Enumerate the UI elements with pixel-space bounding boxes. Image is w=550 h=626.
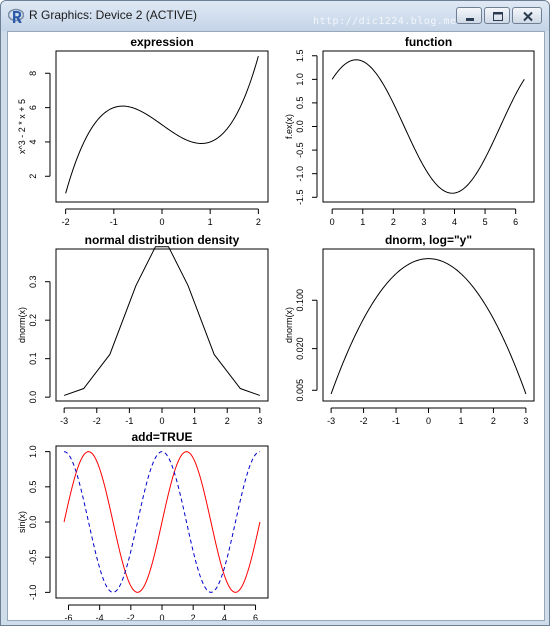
y-tick-label: 4 bbox=[28, 139, 38, 144]
series-line-1 bbox=[331, 59, 525, 194]
y-tick-label: -1.0 bbox=[295, 166, 305, 182]
x-tick-label: -6 bbox=[64, 613, 72, 620]
minimize-button[interactable] bbox=[456, 7, 482, 24]
x-tick-label: -1 bbox=[125, 416, 133, 426]
y-tick-label: 8 bbox=[28, 71, 38, 76]
chart-title: normal distribution density bbox=[85, 233, 240, 247]
x-tick-label: -2 bbox=[360, 416, 368, 426]
plot-frame bbox=[55, 445, 269, 599]
y-tick-label: 1.0 bbox=[28, 445, 38, 458]
y-tick-label: 1.5 bbox=[295, 49, 305, 62]
chart-title: add=TRUE bbox=[131, 430, 192, 444]
x-tick-label: 2 bbox=[191, 613, 196, 620]
x-tick-label: 6 bbox=[513, 217, 518, 227]
series-line-2 bbox=[63, 451, 261, 593]
x-tick-label: 6 bbox=[253, 613, 258, 620]
x-tick-label: 5 bbox=[483, 217, 488, 227]
x-tick-label: -3 bbox=[60, 416, 68, 426]
series-line-1 bbox=[65, 56, 259, 194]
x-tick-label: 1 bbox=[458, 416, 463, 426]
plot-frame bbox=[55, 50, 269, 203]
chart-panel-3: normal distribution density dnorm(x) -3 -2 -… bbox=[17, 233, 269, 426]
x-tick-label: 0 bbox=[330, 217, 335, 227]
y-tick-label: 6 bbox=[28, 105, 38, 110]
y-tick-label: 0.3 bbox=[28, 275, 38, 288]
y-tick-label: 0.5 bbox=[295, 97, 305, 110]
y-axis-label: f.ex(x) bbox=[284, 114, 294, 139]
y-tick-label: -0.5 bbox=[295, 142, 305, 158]
chart-panel-4: dnorm, log="y" dnorm(x) -3 -2 -1 0 1 2 3 0.005 0.0… bbox=[284, 233, 535, 426]
y-tick-label: 0.100 bbox=[295, 289, 305, 312]
y-tick-label: 2 bbox=[28, 174, 38, 179]
y-tick-label: 0.2 bbox=[28, 314, 38, 327]
x-tick-label: -1 bbox=[392, 416, 400, 426]
x-tick-label: 4 bbox=[222, 613, 227, 620]
chart-title: function bbox=[405, 35, 452, 49]
x-tick-label: 2 bbox=[225, 416, 230, 426]
plots-svg: expression x^3 - 2 * x + 5 -2 -1 0 1 2 2 4 6 8 func… bbox=[17, 35, 535, 620]
series-line-1 bbox=[63, 451, 261, 593]
x-tick-label: -1 bbox=[110, 217, 118, 227]
x-tick-label: 0 bbox=[159, 613, 164, 620]
y-tick-label: 0.1 bbox=[28, 352, 38, 365]
y-tick-label: -0.5 bbox=[28, 549, 38, 565]
r-logo-icon bbox=[8, 8, 24, 23]
series-line-1 bbox=[63, 246, 261, 396]
x-tick-label: 3 bbox=[421, 217, 426, 227]
x-tick-label: 1 bbox=[360, 217, 365, 227]
x-tick-label: 1 bbox=[208, 217, 213, 227]
x-tick-label: 0 bbox=[426, 416, 431, 426]
y-tick-label: -1.5 bbox=[295, 190, 305, 206]
chart-title: dnorm, log="y" bbox=[385, 233, 472, 247]
series-line-1 bbox=[330, 258, 527, 395]
chart-panel-1: expression x^3 - 2 * x + 5 -2 -1 0 1 2 2 4 6 8 bbox=[17, 35, 269, 227]
x-tick-label: 1 bbox=[192, 416, 197, 426]
y-tick-label: 0.005 bbox=[295, 379, 305, 402]
y-axis-label: dnorm(x) bbox=[17, 307, 27, 343]
window-title: R Graphics: Device 2 (ACTIVE) bbox=[29, 8, 198, 22]
plot-canvas: expression x^3 - 2 * x + 5 -2 -1 0 1 2 2 4 6 8 func… bbox=[7, 31, 545, 621]
maximize-icon bbox=[493, 12, 503, 21]
y-tick-label: 0.5 bbox=[28, 481, 38, 494]
watermark-text: http://dic1224.blog.me bbox=[313, 16, 457, 27]
x-tick-label: 3 bbox=[523, 416, 528, 426]
close-button[interactable] bbox=[512, 7, 542, 24]
x-tick-label: -2 bbox=[127, 613, 135, 620]
plot-frame bbox=[322, 50, 535, 203]
maximize-button[interactable] bbox=[484, 7, 510, 24]
y-axis-label: sin(x) bbox=[17, 511, 27, 533]
x-tick-label: 2 bbox=[391, 217, 396, 227]
chart-title: expression bbox=[130, 35, 193, 49]
y-tick-label: 0.0 bbox=[295, 120, 305, 133]
x-tick-label: 4 bbox=[452, 217, 457, 227]
y-axis-label: dnorm(x) bbox=[284, 307, 294, 343]
x-tick-label: 2 bbox=[256, 217, 261, 227]
y-tick-label: 0.0 bbox=[28, 516, 38, 529]
x-tick-label: -2 bbox=[62, 217, 70, 227]
y-tick-label: 1.0 bbox=[295, 73, 305, 86]
plot-frame bbox=[55, 248, 269, 402]
x-tick-label: -3 bbox=[327, 416, 335, 426]
x-tick-label: 2 bbox=[491, 416, 496, 426]
y-tick-label: 0.0 bbox=[28, 391, 38, 404]
minimize-icon bbox=[466, 18, 474, 21]
x-tick-label: 0 bbox=[159, 416, 164, 426]
x-tick-label: 0 bbox=[159, 217, 164, 227]
chart-panel-5: add=TRUE sin(x) -6 -4 -2 0 2 4 6 -1.0 -0.5 0.0 0.5 1.… bbox=[17, 430, 269, 620]
x-tick-label: -2 bbox=[93, 416, 101, 426]
x-tick-label: 3 bbox=[257, 416, 262, 426]
title-bar[interactable]: R Graphics: Device 2 (ACTIVE) http://dic… bbox=[1, 1, 549, 31]
plot-frame bbox=[322, 248, 535, 402]
y-axis-label: x^3 - 2 * x + 5 bbox=[17, 99, 27, 154]
x-tick-label: -4 bbox=[96, 613, 104, 620]
close-icon bbox=[523, 11, 533, 22]
y-tick-label: -1.0 bbox=[28, 585, 38, 601]
y-tick-label: 0.020 bbox=[295, 337, 305, 360]
chart-panel-2: function f.ex(x) 0 1 2 3 4 5 6 -1.5 -1.0 -0.5 0.0 0.5… bbox=[284, 35, 535, 227]
